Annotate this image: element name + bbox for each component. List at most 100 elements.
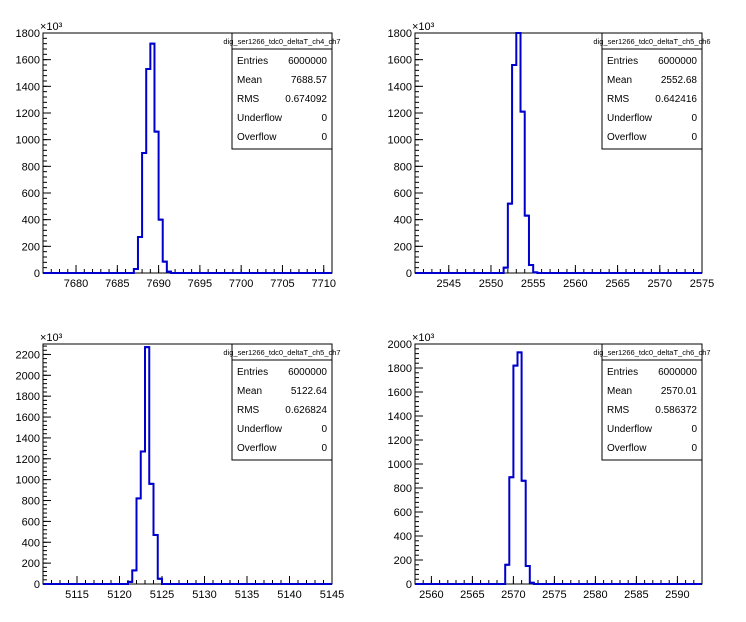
stats-label-underflow: Underflow [607,113,653,124]
y-tick-label: 1000 [16,475,40,487]
stats-value-mean: 2552.68 [661,75,698,86]
stats-label-mean: Mean [607,75,632,86]
y-tick-label: 200 [394,241,412,253]
y-tick-label: 200 [22,241,40,253]
y-tick-label: 400 [394,531,412,543]
histogram-panel-3: 0 200 400 600 800 1000 1200 1400 1600 1800 2000 220… [16,332,345,601]
x-tick-label: 5145 [320,589,344,601]
stats-label-overflow: Overflow [607,443,647,454]
x-tick-label: 2570 [501,589,525,601]
y-tick-label: 1000 [388,135,412,147]
stats-label-entries: Entries [237,56,268,67]
histogram-title: dig_ser1266_tdc0_deltaT_ch4_ch7 [223,37,340,46]
x-tick-label: 2585 [624,589,648,601]
y-tick-label: 1800 [16,391,40,403]
x-tick-label: 7700 [229,278,253,290]
y-tick-label: 2000 [16,370,40,382]
y-multiplier-label: ×10³ [412,21,435,33]
stats-value-overflow: 0 [691,132,697,143]
stats-value-overflow: 0 [321,443,327,454]
histogram-title: dig_ser1266_tdc0_deltaT_ch5_ch7 [223,348,340,357]
y-tick-label: 0 [406,579,412,591]
x-tick-label: 5125 [150,589,174,601]
stats-value-mean: 7688.57 [291,75,328,86]
stats-value-rms: 0.642416 [655,94,697,105]
y-tick-label: 0 [34,579,40,591]
y-tick-label: 600 [394,188,412,200]
y-tick-label: 800 [394,161,412,173]
x-tick-label: 7695 [188,278,212,290]
stats-value-entries: 6000000 [658,367,697,378]
stats-value-rms: 0.626824 [285,405,327,416]
stats-label-entries: Entries [607,56,638,67]
stats-value-entries: 6000000 [658,56,697,67]
y-tick-label: 1000 [388,459,412,471]
histogram-panel-4: 0 200 400 600 800 1000 1200 1400 1600 1800 2000 256… [388,332,711,601]
x-tick-label: 5120 [107,589,131,601]
histogram-title: dig_ser1266_tdc0_deltaT_ch6_ch7 [593,348,710,357]
y-tick-label: 1400 [16,433,40,445]
stats-value-overflow: 0 [321,132,327,143]
histogram-panel-2: 0 200 400 600 800 1000 1200 1400 1600 1800 2545 255… [388,21,715,290]
y-multiplier-label: ×10³ [40,332,63,344]
y-tick-label: 0 [34,268,40,280]
y-tick-label: 600 [394,507,412,519]
stats-label-overflow: Overflow [237,132,277,143]
y-tick-label: 1200 [16,108,40,120]
stats-label-entries: Entries [237,367,268,378]
histogram-panel-1: 0 200 400 600 800 1000 1200 1400 1600 1800 7680 768… [16,21,341,290]
stats-label-underflow: Underflow [237,424,283,435]
y-tick-label: 1600 [16,412,40,424]
x-tick-label: 2590 [665,589,689,601]
y-tick-label: 1400 [388,81,412,93]
histogram-title: dig_ser1266_tdc0_deltaT_ch5_ch6 [593,37,710,46]
stats-label-mean: Mean [237,75,262,86]
y-tick-label: 1800 [388,363,412,375]
stats-label-mean: Mean [237,386,262,397]
y-tick-label: 800 [22,161,40,173]
y-tick-label: 400 [394,215,412,227]
stats-label-rms: RMS [607,94,630,105]
stats-box [601,32,703,150]
x-tick-label: 7680 [64,278,88,290]
stats-label-entries: Entries [607,367,638,378]
stats-value-entries: 6000000 [288,367,327,378]
y-tick-label: 800 [22,496,40,508]
x-tick-label: 2555 [521,278,545,290]
y-tick-label: 400 [22,215,40,227]
stats-box [231,343,333,461]
y-tick-label: 1000 [16,135,40,147]
x-tick-label: 2560 [563,278,587,290]
stats-label-mean: Mean [607,386,632,397]
x-tick-label: 2570 [648,278,672,290]
stats-label-rms: RMS [237,405,260,416]
x-tick-label: 2545 [437,278,461,290]
y-tick-label: 1400 [388,411,412,423]
y-tick-label: 1200 [388,435,412,447]
stats-value-entries: 6000000 [288,56,327,67]
y-tick-label: 200 [394,555,412,567]
x-tick-label: 7685 [105,278,129,290]
x-tick-label: 2580 [583,589,607,601]
x-tick-label: 2575 [690,278,714,290]
y-tick-label: 1600 [388,387,412,399]
x-tick-label: 7690 [146,278,170,290]
y-tick-label: 400 [22,537,40,549]
y-tick-label: 1200 [16,454,40,466]
x-tick-label: 2560 [419,589,443,601]
stats-value-mean: 2570.01 [661,386,698,397]
stats-label-underflow: Underflow [237,113,283,124]
y-tick-label: 1400 [16,81,40,93]
y-tick-label: 200 [22,558,40,570]
x-tick-label: 2575 [542,589,566,601]
x-tick-label: 2550 [479,278,503,290]
x-tick-label: 5130 [192,589,216,601]
stats-label-underflow: Underflow [607,424,653,435]
stats-label-overflow: Overflow [607,132,647,143]
x-tick-label: 7705 [270,278,294,290]
stats-box [231,32,333,150]
stats-label-overflow: Overflow [237,443,277,454]
y-multiplier-label: ×10³ [412,332,435,344]
x-tick-label: 5115 [65,589,89,601]
